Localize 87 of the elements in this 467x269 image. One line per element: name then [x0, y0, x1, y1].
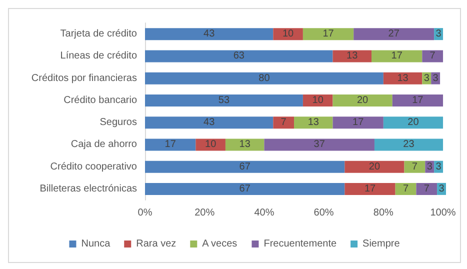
legend-label: A veces	[202, 238, 238, 250]
data-label: 3	[436, 28, 442, 40]
data-label: 37	[314, 139, 326, 150]
bar	[332, 116, 384, 129]
data-label: 67	[239, 183, 251, 194]
bar	[145, 138, 196, 151]
bar	[145, 160, 345, 173]
data-label: 3	[424, 72, 430, 84]
x-tick-label: 0%	[138, 208, 152, 218]
bar	[422, 50, 444, 62]
data-label: 43	[204, 28, 216, 40]
legend-label: Rara vez	[136, 238, 176, 250]
y-tick-label: Tarjeta de crédito	[60, 28, 138, 40]
x-tick-label: 20%	[194, 208, 215, 218]
y-tick-label: Billeteras electrónicas	[40, 183, 137, 194]
bar	[374, 138, 444, 151]
bar	[404, 160, 426, 173]
bar	[273, 28, 303, 40]
data-label: 7	[280, 117, 287, 128]
y-tick-label: Seguros	[100, 117, 137, 128]
bar	[145, 116, 274, 129]
bar	[344, 160, 404, 173]
bar	[332, 94, 392, 106]
bar	[264, 138, 374, 151]
bar	[302, 94, 333, 106]
bar	[344, 182, 396, 195]
data-label: 20	[368, 161, 380, 172]
data-label: 53	[218, 94, 230, 106]
data-label: 67	[239, 161, 251, 172]
bar	[294, 116, 333, 129]
data-label: 20	[408, 117, 420, 128]
data-label: 7	[430, 50, 436, 62]
legend-label: Siempre	[362, 238, 400, 250]
x-tick-label: 60%	[314, 208, 334, 218]
data-label: 7	[424, 183, 430, 194]
bar	[354, 28, 434, 40]
data-label: 7	[412, 161, 418, 172]
bar	[145, 94, 303, 106]
y-tick-label: Caja de ahorro	[70, 139, 138, 150]
bar	[392, 94, 444, 106]
data-label: 17	[352, 117, 364, 128]
legend-label: Frecuentemente	[264, 238, 337, 250]
bar	[145, 182, 345, 195]
x-tick-label: 40%	[254, 208, 274, 218]
data-label: 27	[388, 28, 400, 40]
data-label: 20	[356, 94, 369, 106]
data-label: 43	[204, 117, 216, 128]
data-label: 13	[346, 50, 358, 62]
bar	[225, 138, 264, 151]
data-label: 17	[391, 50, 403, 62]
x-tick-label: 80%	[373, 208, 394, 218]
data-label: 17	[164, 139, 176, 150]
data-label: 23	[403, 139, 415, 150]
data-label: 10	[282, 28, 294, 40]
y-tick-label: Créditos por financieras	[31, 72, 137, 84]
data-label: 10	[312, 94, 324, 106]
data-label: 13	[308, 117, 320, 128]
bar	[371, 50, 422, 62]
bar	[273, 116, 294, 129]
data-label: 17	[412, 94, 424, 106]
bar	[383, 116, 444, 129]
y-tick-label: Líneas de crédito	[60, 50, 138, 62]
data-label: 3	[432, 72, 439, 84]
legend-label: Nunca	[81, 238, 111, 250]
bar	[145, 28, 274, 40]
data-label: 80	[258, 72, 270, 84]
data-label: 17	[364, 183, 376, 194]
y-tick-label: Crédito cooperativo	[50, 161, 138, 172]
data-label: 7	[402, 183, 409, 194]
data-label: 3	[426, 161, 433, 172]
data-label: 13	[239, 139, 251, 150]
data-label: 17	[322, 28, 334, 40]
bar	[416, 182, 438, 195]
bar	[332, 50, 372, 62]
x-tick-label: 100%	[430, 208, 456, 218]
data-label: 3	[436, 161, 442, 172]
data-label: 10	[205, 139, 217, 150]
bar	[196, 138, 226, 151]
y-tick-label: Crédito bancario	[64, 94, 138, 106]
bar	[302, 28, 354, 40]
bar	[145, 50, 333, 62]
data-label: 3	[438, 183, 445, 194]
bar	[395, 182, 416, 195]
bar	[383, 72, 422, 84]
data-label: 13	[397, 72, 409, 84]
bar	[145, 72, 384, 84]
data-label: 63	[233, 50, 245, 62]
